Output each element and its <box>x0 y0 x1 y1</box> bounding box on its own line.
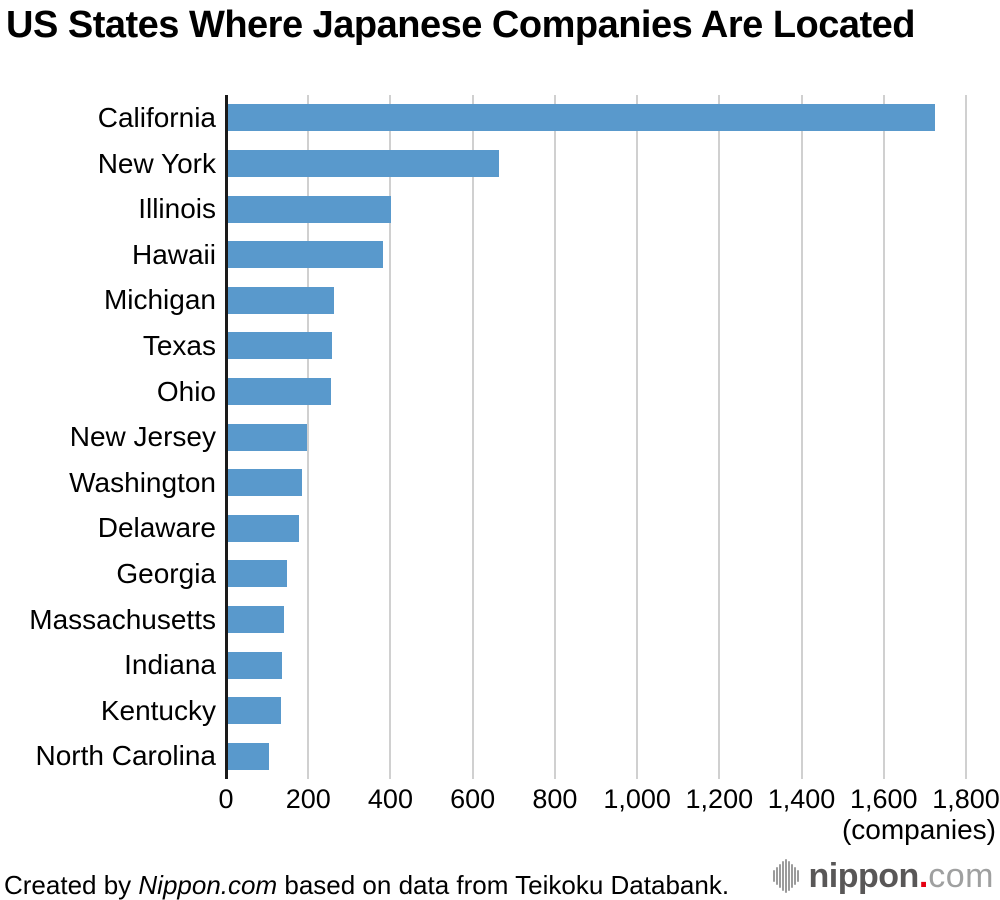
soundwave-bar-3 <box>781 861 784 891</box>
bar-indiana <box>228 651 283 679</box>
xtick-1,200: 1,200 <box>685 784 754 814</box>
soundwave-bar-4 <box>784 859 787 893</box>
category-label-7: New Jersey <box>69 421 216 453</box>
gridline-200 <box>307 95 310 779</box>
soundwave-bar-1 <box>775 867 778 885</box>
soundwave-icon <box>772 859 800 893</box>
gridline-600 <box>471 95 474 779</box>
bar-kentucky <box>228 697 282 725</box>
gridline-400 <box>389 95 392 779</box>
gridline-1,400 <box>800 95 803 779</box>
bar-new-york <box>228 149 499 177</box>
category-label-3: Hawaii <box>131 238 216 270</box>
bar-north-carolina <box>228 742 269 770</box>
xtick-1,600: 1,600 <box>849 784 918 814</box>
category-label-1: New York <box>97 147 216 179</box>
logo-red-dot: . <box>918 856 929 895</box>
xtick-1,400: 1,400 <box>767 784 836 814</box>
value-axis-unit-label: (companies) <box>841 814 996 845</box>
bar-washington <box>228 469 303 497</box>
xtick-0: 0 <box>218 784 234 814</box>
soundwave-bar-7 <box>793 867 796 885</box>
category-label-6: Ohio <box>156 375 216 407</box>
value-axis-tick-labels: 0 200 400 600 800 1,000 1,200 1,400 1,600 1,800 <box>218 784 999 814</box>
soundwave-bar-6 <box>790 864 793 888</box>
soundwave-bar-2 <box>778 864 781 888</box>
bar-texas <box>228 332 333 360</box>
gridline-1,000 <box>636 95 639 779</box>
soundwave-bar-0 <box>772 870 775 882</box>
bar-delaware <box>228 514 299 542</box>
category-label-13: Kentucky <box>100 694 216 726</box>
category-label-10: Georgia <box>116 558 216 589</box>
category-label-11: Massachusetts <box>29 603 216 635</box>
soundwave-bar-8 <box>796 870 799 882</box>
value-axis-baseline <box>225 95 228 779</box>
category-label-14: North Carolina <box>35 740 216 772</box>
bar-hawaii <box>228 241 383 269</box>
category-label-8: Washington <box>69 466 216 498</box>
bar-illinois <box>228 195 391 223</box>
xtick-1,800: 1,800 <box>932 784 1000 814</box>
gridline-800 <box>553 95 556 779</box>
bar-georgia <box>228 560 287 588</box>
bar-michigan <box>228 286 335 314</box>
nippon-logo: nippon . com <box>772 853 994 899</box>
category-label-5: Texas <box>142 330 216 361</box>
source-credit: Created by Nippon.com based on data from… <box>4 870 729 900</box>
xtick-400: 400 <box>367 784 413 814</box>
gridline-1,800 <box>965 95 967 779</box>
category-label-4: Michigan <box>103 284 216 316</box>
category-label-2: Illinois <box>138 193 216 225</box>
bar-massachusetts <box>228 605 284 633</box>
credit-source: Nippon.com <box>138 870 278 900</box>
category-label-0: California <box>97 102 216 133</box>
credit-prefix: Created by <box>4 870 139 900</box>
gridline-1,600 <box>882 95 885 779</box>
soundwave-bar-5 <box>787 861 790 891</box>
category-label-9: Delaware <box>97 512 216 544</box>
bar-new-jersey <box>228 423 307 451</box>
category-label-12: Indiana <box>124 649 216 681</box>
logo-text-nippon: nippon <box>808 856 920 895</box>
credit-suffix: based on data from Teikoku Databank. <box>277 870 730 900</box>
gridline-1,200 <box>718 95 721 779</box>
chart-title: US States Where Japanese Companies Are L… <box>6 4 916 46</box>
bar-california <box>228 104 936 132</box>
logo-text-com: com <box>928 856 994 895</box>
xtick-1,000: 1,000 <box>603 784 671 814</box>
bar-ohio <box>228 377 332 405</box>
xtick-800: 800 <box>532 784 578 814</box>
xtick-200: 200 <box>285 784 331 814</box>
xtick-600: 600 <box>450 784 496 814</box>
plot-area <box>225 95 970 779</box>
